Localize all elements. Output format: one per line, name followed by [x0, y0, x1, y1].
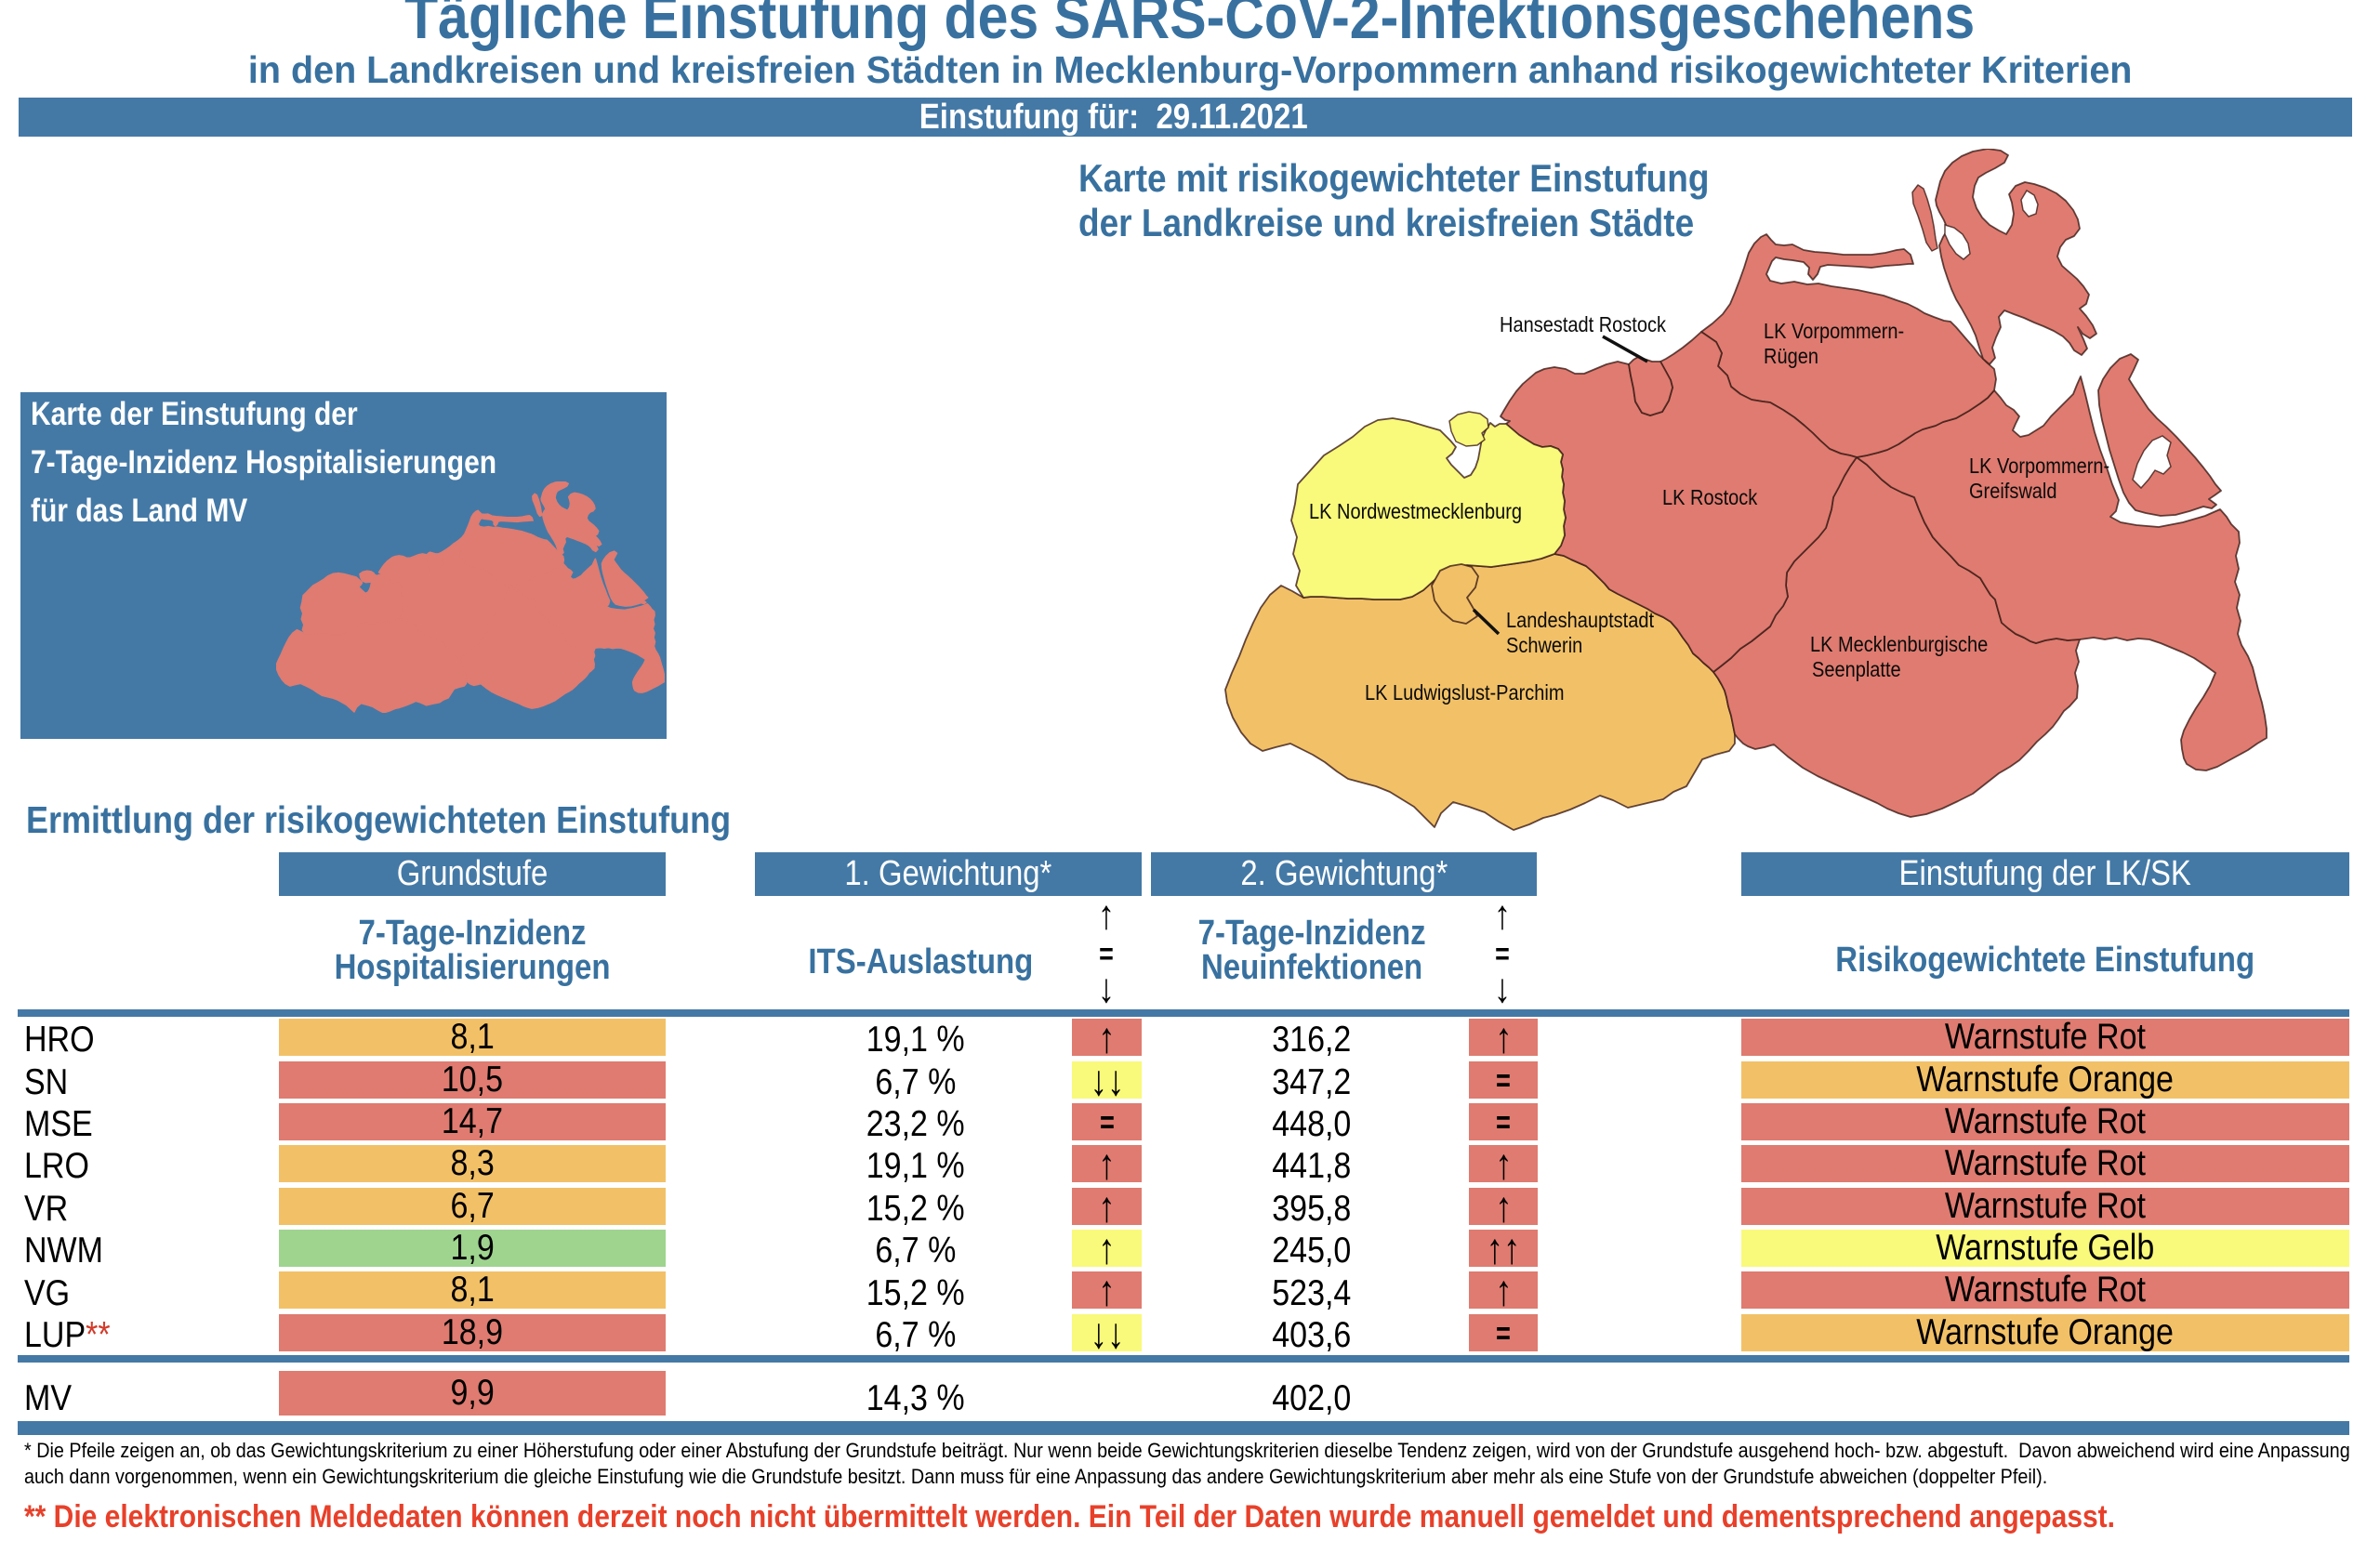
svg-text:Landeshauptstadt: Landeshauptstadt: [1506, 608, 1654, 633]
svg-text:LK Vorpommern-: LK Vorpommern-: [1764, 319, 1904, 344]
svg-text:LK Nordwestmecklenburg: LK Nordwestmecklenburg: [1309, 499, 1522, 524]
svg-text:LK Ludwigslust-Parchim: LK Ludwigslust-Parchim: [1365, 680, 1565, 705]
svg-text:LK Vorpommern-: LK Vorpommern-: [1969, 454, 2109, 479]
svg-text:Rügen: Rügen: [1764, 344, 1818, 369]
svg-text:LK Rostock: LK Rostock: [1662, 485, 1757, 510]
svg-text:Seenplatte: Seenplatte: [1812, 657, 1901, 682]
svg-text:LK Mecklenburgische: LK Mecklenburgische: [1810, 632, 1988, 657]
svg-text:Hansestadt Rostock: Hansestadt Rostock: [1500, 312, 1666, 337]
svg-text:Schwerin: Schwerin: [1506, 633, 1582, 658]
svg-text:Greifswald: Greifswald: [1969, 479, 2056, 504]
